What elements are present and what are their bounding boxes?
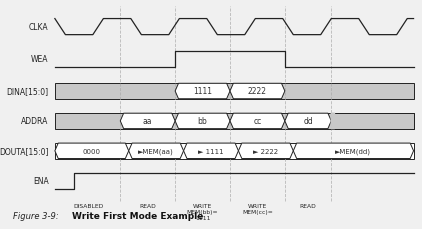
Text: bb: bb: [197, 117, 208, 126]
Text: DISABLED: DISABLED: [73, 203, 104, 208]
Polygon shape: [230, 114, 285, 129]
Bar: [331, 114, 414, 129]
Text: WRITE
MEM(cc)=: WRITE MEM(cc)=: [242, 203, 273, 214]
Polygon shape: [55, 143, 129, 159]
Polygon shape: [331, 114, 335, 121]
Text: 2222: 2222: [248, 87, 267, 96]
Bar: [55, 143, 414, 159]
Polygon shape: [184, 143, 238, 159]
Text: READ: READ: [300, 203, 316, 208]
Polygon shape: [293, 143, 414, 159]
Text: READ: READ: [139, 203, 156, 208]
Text: dd: dd: [303, 117, 313, 126]
Text: ADDRA: ADDRA: [21, 117, 49, 126]
Bar: [55, 84, 414, 99]
Text: DOUTA[15:0]: DOUTA[15:0]: [0, 147, 49, 156]
Text: WEA: WEA: [31, 55, 49, 64]
Text: ►MEM(aa): ►MEM(aa): [138, 148, 174, 154]
Bar: [55, 114, 414, 129]
Polygon shape: [285, 114, 331, 129]
Polygon shape: [175, 114, 230, 129]
Text: ENA: ENA: [33, 176, 49, 185]
Polygon shape: [238, 143, 293, 159]
Polygon shape: [175, 84, 230, 99]
Polygon shape: [129, 143, 184, 159]
Text: ► 2222: ► 2222: [253, 148, 279, 154]
Text: 1111: 1111: [193, 87, 212, 96]
Text: WRITE
MEM(bb)=
1111: WRITE MEM(bb)= 1111: [187, 203, 218, 220]
Polygon shape: [331, 121, 335, 129]
Text: DINA[15:0]: DINA[15:0]: [6, 87, 49, 96]
Polygon shape: [230, 84, 285, 99]
Text: aa: aa: [143, 117, 152, 126]
Text: Figure 3-9:: Figure 3-9:: [13, 211, 58, 220]
Text: ► 1111: ► 1111: [198, 148, 224, 154]
Polygon shape: [120, 114, 175, 129]
Text: cc: cc: [253, 117, 262, 126]
Text: Write First Mode Example: Write First Mode Example: [72, 211, 203, 220]
Text: CLKA: CLKA: [29, 23, 49, 32]
Text: 0000: 0000: [83, 148, 101, 154]
Text: ►MEM(dd): ►MEM(dd): [335, 148, 371, 154]
